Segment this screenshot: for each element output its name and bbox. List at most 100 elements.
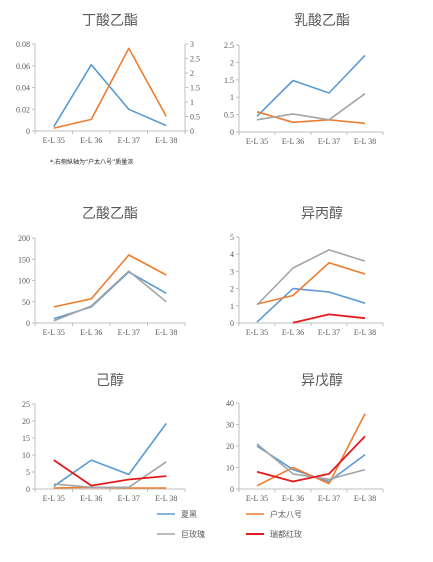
y2-tick-label: 0 bbox=[190, 127, 194, 136]
y2-tick-label: 2 bbox=[190, 69, 194, 78]
y-tick-label: 0 bbox=[26, 485, 30, 494]
x-tick-label: E-L 38 bbox=[155, 136, 177, 145]
legend-label: 巨玫瑰 bbox=[181, 529, 205, 539]
series-line-户太八号 bbox=[53, 47, 168, 129]
x-tick-label: E-L 35 bbox=[43, 494, 65, 503]
y-tick-label: 1.5 bbox=[224, 76, 234, 85]
y2-tick-label: 2.5 bbox=[190, 55, 200, 64]
y-tick-label: 15 bbox=[22, 434, 30, 443]
x-tick-label: E-L 36 bbox=[80, 494, 102, 503]
chart-panel-2: 乳酸乙酯 0 0.5 1 1.5 2 2.5 E-L 35 E-L 36 E-L 37 E-L 38 bbox=[224, 13, 384, 146]
x-tick-label: E-L 37 bbox=[118, 494, 140, 503]
chart-panel-5: 己醇 0 5 10 15 20 25 E-L 35 E-L 36 E-L 37 E-L 38 bbox=[22, 372, 186, 503]
x-tick-label: E-L 35 bbox=[43, 328, 65, 337]
series-line-瑞都红玫 bbox=[292, 313, 366, 324]
y-tick-label: 0 bbox=[26, 127, 30, 136]
y-tick-label: 150 bbox=[18, 255, 30, 264]
chart-title: 异戊醇 bbox=[301, 372, 343, 389]
chart-panel-3: 乙酸乙酯 0 50 100 150 200 E-L 35 E-L 36 E-L 37 E-L 38 bbox=[18, 206, 186, 337]
y-tick-label: 200 bbox=[18, 234, 30, 243]
y-tick-label: 10 bbox=[226, 464, 234, 473]
x-tick-label: E-L 37 bbox=[318, 494, 340, 503]
series-line-夏黑 bbox=[256, 287, 366, 323]
series-line-巨玫瑰 bbox=[53, 270, 167, 322]
x-tick-label: E-L 37 bbox=[318, 137, 340, 146]
x-tick-label: E-L 36 bbox=[282, 328, 304, 337]
x-tick-label: E-L 38 bbox=[354, 137, 376, 146]
y2-tick-label: 1 bbox=[190, 98, 194, 107]
chart-panel-4: 异丙醇 0 1 2 3 4 5 E-L 35 E-L 36 E-L 37 E-L 38 bbox=[230, 205, 384, 337]
y-tick-label: 100 bbox=[18, 277, 30, 286]
series-line-巨玫瑰 bbox=[256, 249, 366, 306]
series-line-户太八号 bbox=[53, 254, 167, 308]
x-tick-label: E-L 36 bbox=[80, 328, 102, 337]
x-tick-label: E-L 36 bbox=[80, 136, 102, 145]
y-tick-label: 0 bbox=[230, 485, 234, 494]
y-tick-label: 20 bbox=[226, 442, 234, 451]
series-line-巨玫瑰 bbox=[256, 93, 366, 121]
legend-item-巨玫瑰: 巨玫瑰 bbox=[157, 529, 205, 539]
y-tick-label: 4 bbox=[230, 250, 234, 259]
legend-item-户太八号: 户太八号 bbox=[246, 509, 302, 519]
y2-tick-label: 0.5 bbox=[190, 113, 200, 122]
series-line-户太八号 bbox=[256, 413, 366, 487]
y-tick-label: 0.08 bbox=[16, 40, 30, 49]
chart-panel-1: 丁酸乙酯 0 0.02 0.04 0.06 0.08 0 0.5 1 1.5 2 2.5 3 E-L 35… bbox=[16, 13, 200, 145]
y-tick-label: 40 bbox=[226, 399, 234, 408]
y-tick-label: 1 bbox=[230, 302, 234, 311]
legend-item-夏黑: 夏黑 bbox=[157, 510, 197, 519]
chart-title: 丁酸乙酯 bbox=[82, 13, 138, 29]
series-line-瑞都红玫 bbox=[53, 459, 167, 487]
x-tick-label: E-L 35 bbox=[246, 137, 268, 146]
y-tick-label: 10 bbox=[22, 451, 30, 460]
chart-title: 异丙醇 bbox=[301, 205, 343, 222]
x-tick-label: E-L 37 bbox=[118, 328, 140, 337]
x-tick-label: E-L 38 bbox=[354, 494, 376, 503]
series-line-巨玫瑰 bbox=[53, 461, 167, 489]
legend-label: 户太八号 bbox=[270, 509, 302, 519]
series-line-夏黑 bbox=[256, 54, 366, 117]
y-tick-label: 20 bbox=[22, 417, 30, 426]
y-tick-label: 5 bbox=[230, 233, 234, 242]
series-line-夏黑 bbox=[53, 271, 167, 320]
x-tick-label: E-L 35 bbox=[246, 494, 268, 503]
x-tick-label: E-L 35 bbox=[246, 328, 268, 337]
legend-label: 夏黑 bbox=[181, 510, 197, 519]
y2-tick-label: 1.5 bbox=[190, 84, 200, 93]
y-tick-label: 0.5 bbox=[224, 111, 234, 120]
x-tick-label: E-L 36 bbox=[282, 494, 304, 503]
y-tick-label: 0.04 bbox=[16, 84, 30, 93]
series-line-夏黑 bbox=[53, 63, 167, 128]
x-tick-label: E-L 38 bbox=[155, 494, 177, 503]
series-line-户太八号 bbox=[256, 261, 366, 305]
y-tick-label: 0 bbox=[230, 319, 234, 328]
y-tick-label: 5 bbox=[26, 468, 30, 477]
legend-item-瑞都红玫: 瑞都红玫 bbox=[246, 529, 302, 539]
y-tick-label: 0.02 bbox=[16, 105, 30, 114]
y-tick-label: 50 bbox=[22, 298, 30, 307]
x-tick-label: E-L 37 bbox=[318, 328, 340, 337]
y-tick-label: 0.06 bbox=[16, 62, 30, 71]
y-tick-label: 2 bbox=[230, 58, 234, 67]
x-tick-label: E-L 36 bbox=[282, 137, 304, 146]
y2-tick-label: 3 bbox=[190, 40, 194, 49]
y-tick-label: 1 bbox=[230, 93, 234, 102]
chart-panel-6: 异戊醇 0 10 20 30 40 E-L 35 E-L 36 E-L 37 E-L 38 bbox=[226, 372, 384, 503]
legend-label: 瑞都红玫 bbox=[270, 529, 302, 539]
x-tick-label: E-L 38 bbox=[354, 328, 376, 337]
footnote: *:右侧纵轴为“户太八号”质量浓 bbox=[50, 158, 133, 166]
chart-title: 乙酸乙酯 bbox=[82, 206, 138, 222]
x-tick-label: E-L 37 bbox=[118, 136, 140, 145]
x-tick-label: E-L 35 bbox=[43, 136, 65, 145]
x-tick-label: E-L 38 bbox=[155, 328, 177, 337]
series-line-巨玫瑰 bbox=[256, 443, 366, 481]
y-tick-label: 2.5 bbox=[224, 41, 234, 50]
y-tick-label: 0 bbox=[26, 319, 30, 328]
y-tick-label: 2 bbox=[230, 285, 234, 294]
series-line-瑞都红玫 bbox=[256, 435, 366, 483]
y-tick-label: 3 bbox=[230, 267, 234, 276]
y-tick-label: 30 bbox=[226, 421, 234, 430]
y-tick-label: 25 bbox=[22, 400, 30, 409]
y-tick-label: 0 bbox=[230, 128, 234, 137]
